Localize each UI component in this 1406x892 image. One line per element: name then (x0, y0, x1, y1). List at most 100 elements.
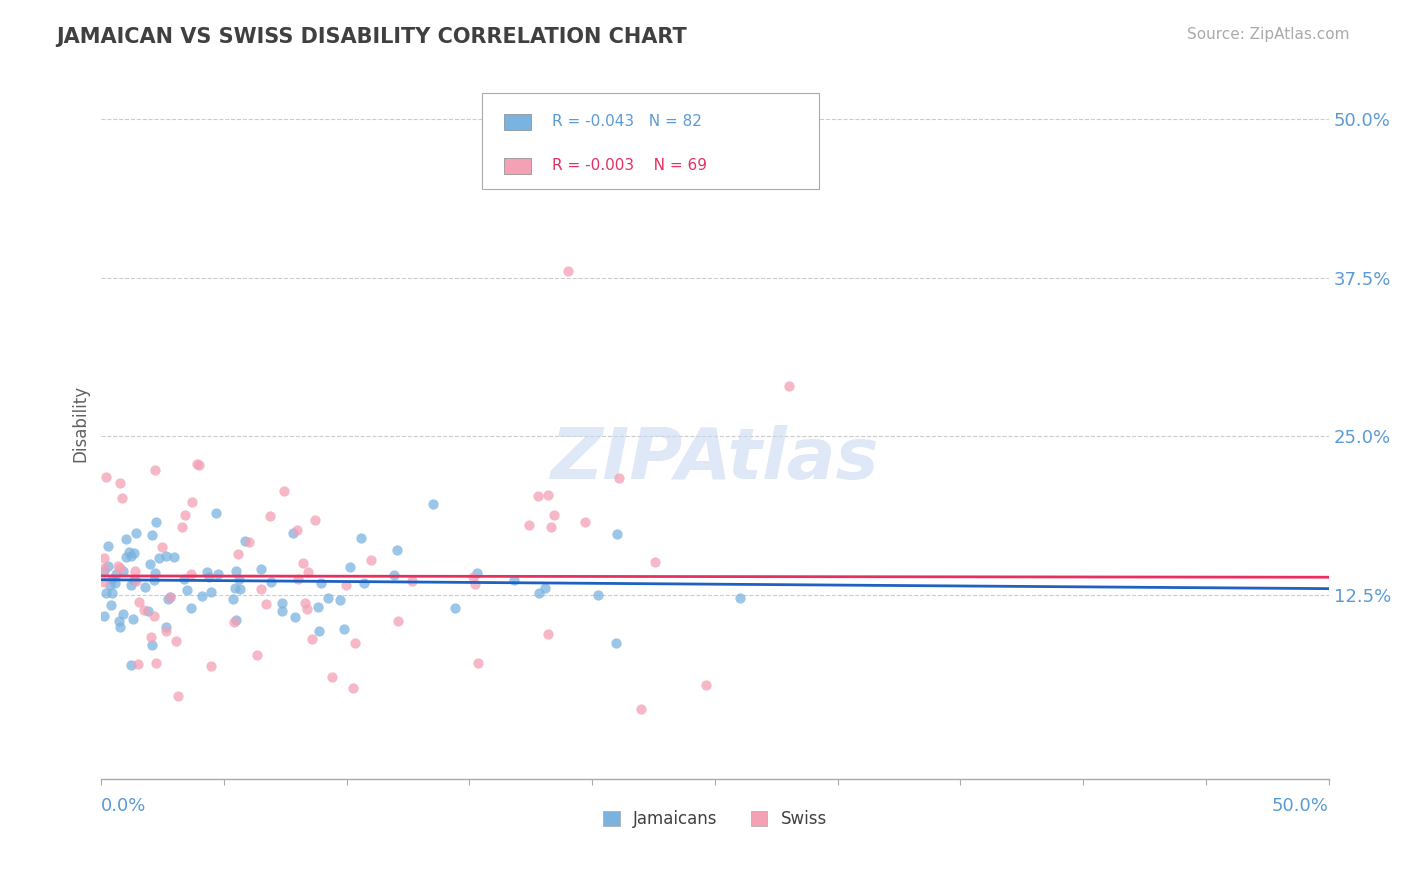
Point (115, 533, 138, 547)
Point (167, 689, 190, 703)
Point (120, 577, 142, 591)
Point (205, 506, 228, 520)
Point (225, 564, 247, 578)
Point (157, 591, 180, 606)
Point (304, 513, 326, 527)
Point (291, 556, 314, 570)
Point (101, 572, 124, 586)
Point (285, 523, 308, 537)
Point (138, 557, 160, 571)
Point (260, 575, 283, 590)
Point (271, 596, 294, 610)
Point (283, 526, 305, 541)
Point (165, 634, 187, 648)
Point (387, 614, 409, 628)
Point (574, 516, 596, 530)
Point (250, 582, 273, 596)
Point (96, 586, 118, 600)
Point (148, 551, 170, 566)
Point (225, 613, 247, 627)
Text: ZIPAtlas: ZIPAtlas (551, 425, 879, 494)
Point (527, 489, 550, 503)
Point (141, 528, 163, 542)
Point (301, 632, 323, 646)
Point (605, 636, 627, 650)
Point (527, 585, 550, 599)
Point (246, 648, 269, 663)
FancyBboxPatch shape (503, 158, 530, 174)
Point (124, 564, 146, 578)
Point (778, 378, 800, 392)
Point (360, 552, 382, 566)
Point (128, 595, 150, 609)
Point (630, 702, 652, 716)
Point (284, 610, 307, 624)
Point (254, 597, 277, 611)
Point (159, 591, 181, 605)
Point (180, 601, 202, 615)
Point (200, 659, 222, 673)
Point (105, 567, 128, 582)
Point (94, 470, 117, 484)
Point (644, 555, 666, 569)
Legend: Jamaicans, Swiss: Jamaicans, Swiss (596, 803, 834, 835)
Point (145, 656, 167, 670)
Point (134, 581, 156, 595)
Point (115, 549, 138, 564)
Point (93, 609, 115, 624)
Point (93, 560, 115, 574)
Point (188, 458, 211, 473)
Text: Source: ZipAtlas.com: Source: ZipAtlas.com (1187, 27, 1350, 42)
Point (467, 657, 489, 671)
Point (122, 573, 145, 587)
Point (173, 573, 195, 587)
Point (224, 582, 246, 596)
Point (543, 508, 565, 523)
Y-axis label: Disability: Disability (72, 385, 89, 462)
Point (108, 615, 131, 629)
Point (112, 564, 135, 578)
Point (125, 525, 148, 540)
Point (150, 541, 173, 555)
Point (226, 547, 249, 561)
Point (186, 457, 208, 471)
Point (155, 549, 177, 564)
Point (728, 591, 751, 606)
Point (401, 574, 423, 589)
Point (259, 508, 281, 523)
Point (333, 622, 356, 636)
Point (180, 567, 202, 582)
Point (387, 543, 409, 558)
Point (112, 607, 135, 621)
Point (145, 463, 167, 477)
Point (122, 612, 145, 626)
Point (207, 567, 229, 582)
Point (155, 620, 177, 634)
Point (229, 582, 252, 597)
Point (198, 570, 221, 584)
Point (93, 574, 115, 589)
Point (222, 592, 245, 607)
Point (172, 520, 194, 534)
Point (97, 539, 120, 553)
Point (141, 638, 163, 652)
Point (143, 573, 166, 587)
Point (557, 264, 579, 278)
Text: JAMAICAN VS SWISS DISABILITY CORRELATION CHART: JAMAICAN VS SWISS DISABILITY CORRELATION… (56, 27, 688, 46)
Point (180, 495, 202, 509)
Point (120, 658, 142, 673)
Point (224, 615, 246, 629)
Point (309, 576, 332, 591)
Point (176, 582, 198, 597)
Point (111, 491, 134, 505)
Text: R = -0.003    N = 69: R = -0.003 N = 69 (551, 159, 707, 173)
Point (93, 551, 115, 566)
Point (519, 517, 541, 532)
Point (606, 526, 628, 541)
Point (143, 566, 166, 580)
Point (321, 671, 343, 685)
Point (630, 150, 652, 164)
Point (350, 531, 373, 545)
Point (120, 549, 142, 564)
Text: R = -0.043   N = 82: R = -0.043 N = 82 (551, 114, 702, 129)
